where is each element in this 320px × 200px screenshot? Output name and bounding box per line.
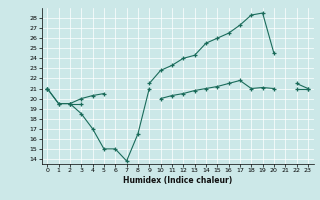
X-axis label: Humidex (Indice chaleur): Humidex (Indice chaleur) xyxy=(123,176,232,185)
